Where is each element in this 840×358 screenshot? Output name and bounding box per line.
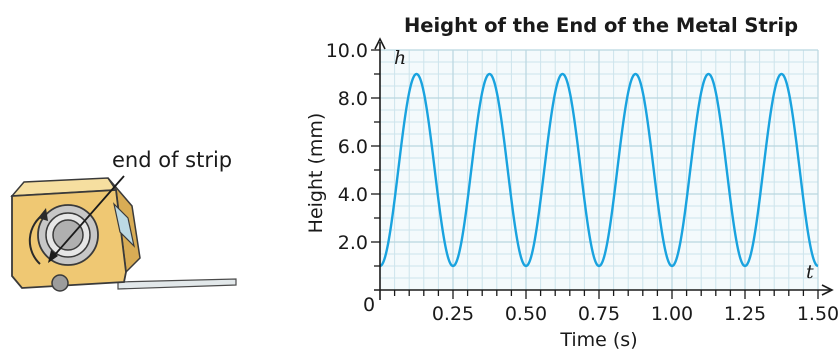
y-tick-label: 8.0 — [338, 88, 368, 110]
y-tick-label: 10.0 — [326, 40, 368, 62]
tape-slot — [112, 202, 136, 248]
tape-pivot — [51, 274, 69, 292]
x-tick-label: 0.75 — [578, 303, 620, 325]
y-tick-label: 6.0 — [338, 136, 368, 158]
x-tick-label: 1.25 — [724, 303, 766, 325]
y-tick-label: 4.0 — [338, 184, 368, 206]
x-axis-arrowhead — [821, 284, 834, 296]
x-tick-label: 1.00 — [651, 303, 693, 325]
rotation-arrow — [28, 213, 45, 265]
rotation-arrowhead — [38, 208, 48, 221]
metal-strip-extended — [117, 278, 237, 290]
x-tick-label: 0.50 — [505, 303, 547, 325]
x-tick-label: 1.50 — [797, 303, 839, 325]
chart: 0.25 0.50 0.75 1.00 1.25 1.50 2.0 4.0 6.0 8.0 10.0… — [305, 14, 839, 351]
x-axis-label: Time (s) — [559, 329, 637, 351]
y-tick-label: 2.0 — [338, 232, 368, 254]
tick-marks — [371, 49, 819, 299]
y-axis-arrowhead — [374, 37, 386, 50]
series-line-height — [379, 72, 819, 268]
label-pointer-line — [51, 175, 125, 259]
end-of-strip-label: end of strip — [112, 148, 233, 172]
origin-label: 0 — [363, 294, 375, 316]
chart-title: Height of the End of the Metal Strip — [404, 14, 798, 37]
axes — [374, 37, 834, 300]
tape-reel-hub — [52, 219, 84, 251]
y-axis-symbol: h — [394, 47, 406, 69]
y-axis-label: Height (mm) — [305, 113, 327, 234]
label-pointer-arrowhead — [48, 250, 58, 263]
major-gridlines — [380, 49, 819, 290]
x-tick-label: 0.25 — [432, 303, 474, 325]
tape-measure-illustration — [10, 175, 237, 292]
tick-labels: 0.25 0.50 0.75 1.00 1.25 1.50 2.0 4.0 6.0 8.0 10.0 — [326, 40, 839, 325]
x-axis-symbol: t — [806, 261, 814, 283]
